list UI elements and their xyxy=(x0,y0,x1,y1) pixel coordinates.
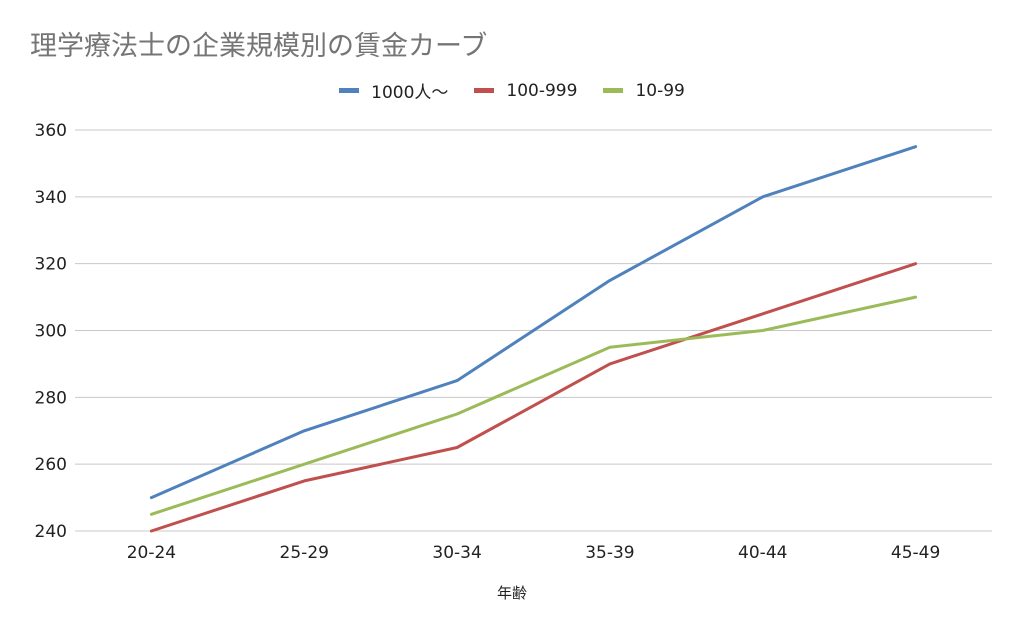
x-tick-label-20-24: 20-24 xyxy=(127,543,176,563)
series-line-3 xyxy=(149,295,918,516)
legend-label-series-3: 10-99 xyxy=(635,80,685,101)
series-line-2 xyxy=(149,262,918,533)
legend-item-series-1: 1000人〜 xyxy=(339,78,448,103)
legend-swatch-series-1 xyxy=(339,88,360,93)
y-tick-label-240: 240 xyxy=(35,522,67,542)
x-tick-label-40-44: 40-44 xyxy=(738,543,787,563)
legend: 1000人〜 100-999 10-99 xyxy=(0,78,1024,103)
x-tick-label-30-34: 30-34 xyxy=(432,543,481,563)
y-tick-label-280: 280 xyxy=(35,388,67,408)
legend-swatch-series-3 xyxy=(603,88,624,93)
legend-label-series-1: 1000人〜 xyxy=(371,83,449,103)
legend-swatch-series-2 xyxy=(474,88,495,93)
y-tick-label-360: 360 xyxy=(35,121,67,141)
series-line-1 xyxy=(149,145,918,500)
legend-label-series-2: 100-999 xyxy=(506,80,578,101)
x-tick-label-25-29: 25-29 xyxy=(280,543,329,563)
x-tick-label-45-49: 45-49 xyxy=(891,543,940,563)
x-tick-label-35-39: 35-39 xyxy=(585,543,634,563)
legend-item-series-2: 100-999 xyxy=(474,78,577,103)
chart-title: 理学療法士の企業規模別の賃金カーブ xyxy=(30,31,488,62)
y-tick-label-340: 340 xyxy=(35,188,67,208)
y-tick-label-260: 260 xyxy=(35,455,67,475)
y-tick-label-320: 320 xyxy=(35,255,67,275)
x-axis-title: 年齢 xyxy=(496,584,527,602)
y-tick-label-300: 300 xyxy=(35,322,67,342)
legend-item-series-3: 10-99 xyxy=(603,78,685,103)
